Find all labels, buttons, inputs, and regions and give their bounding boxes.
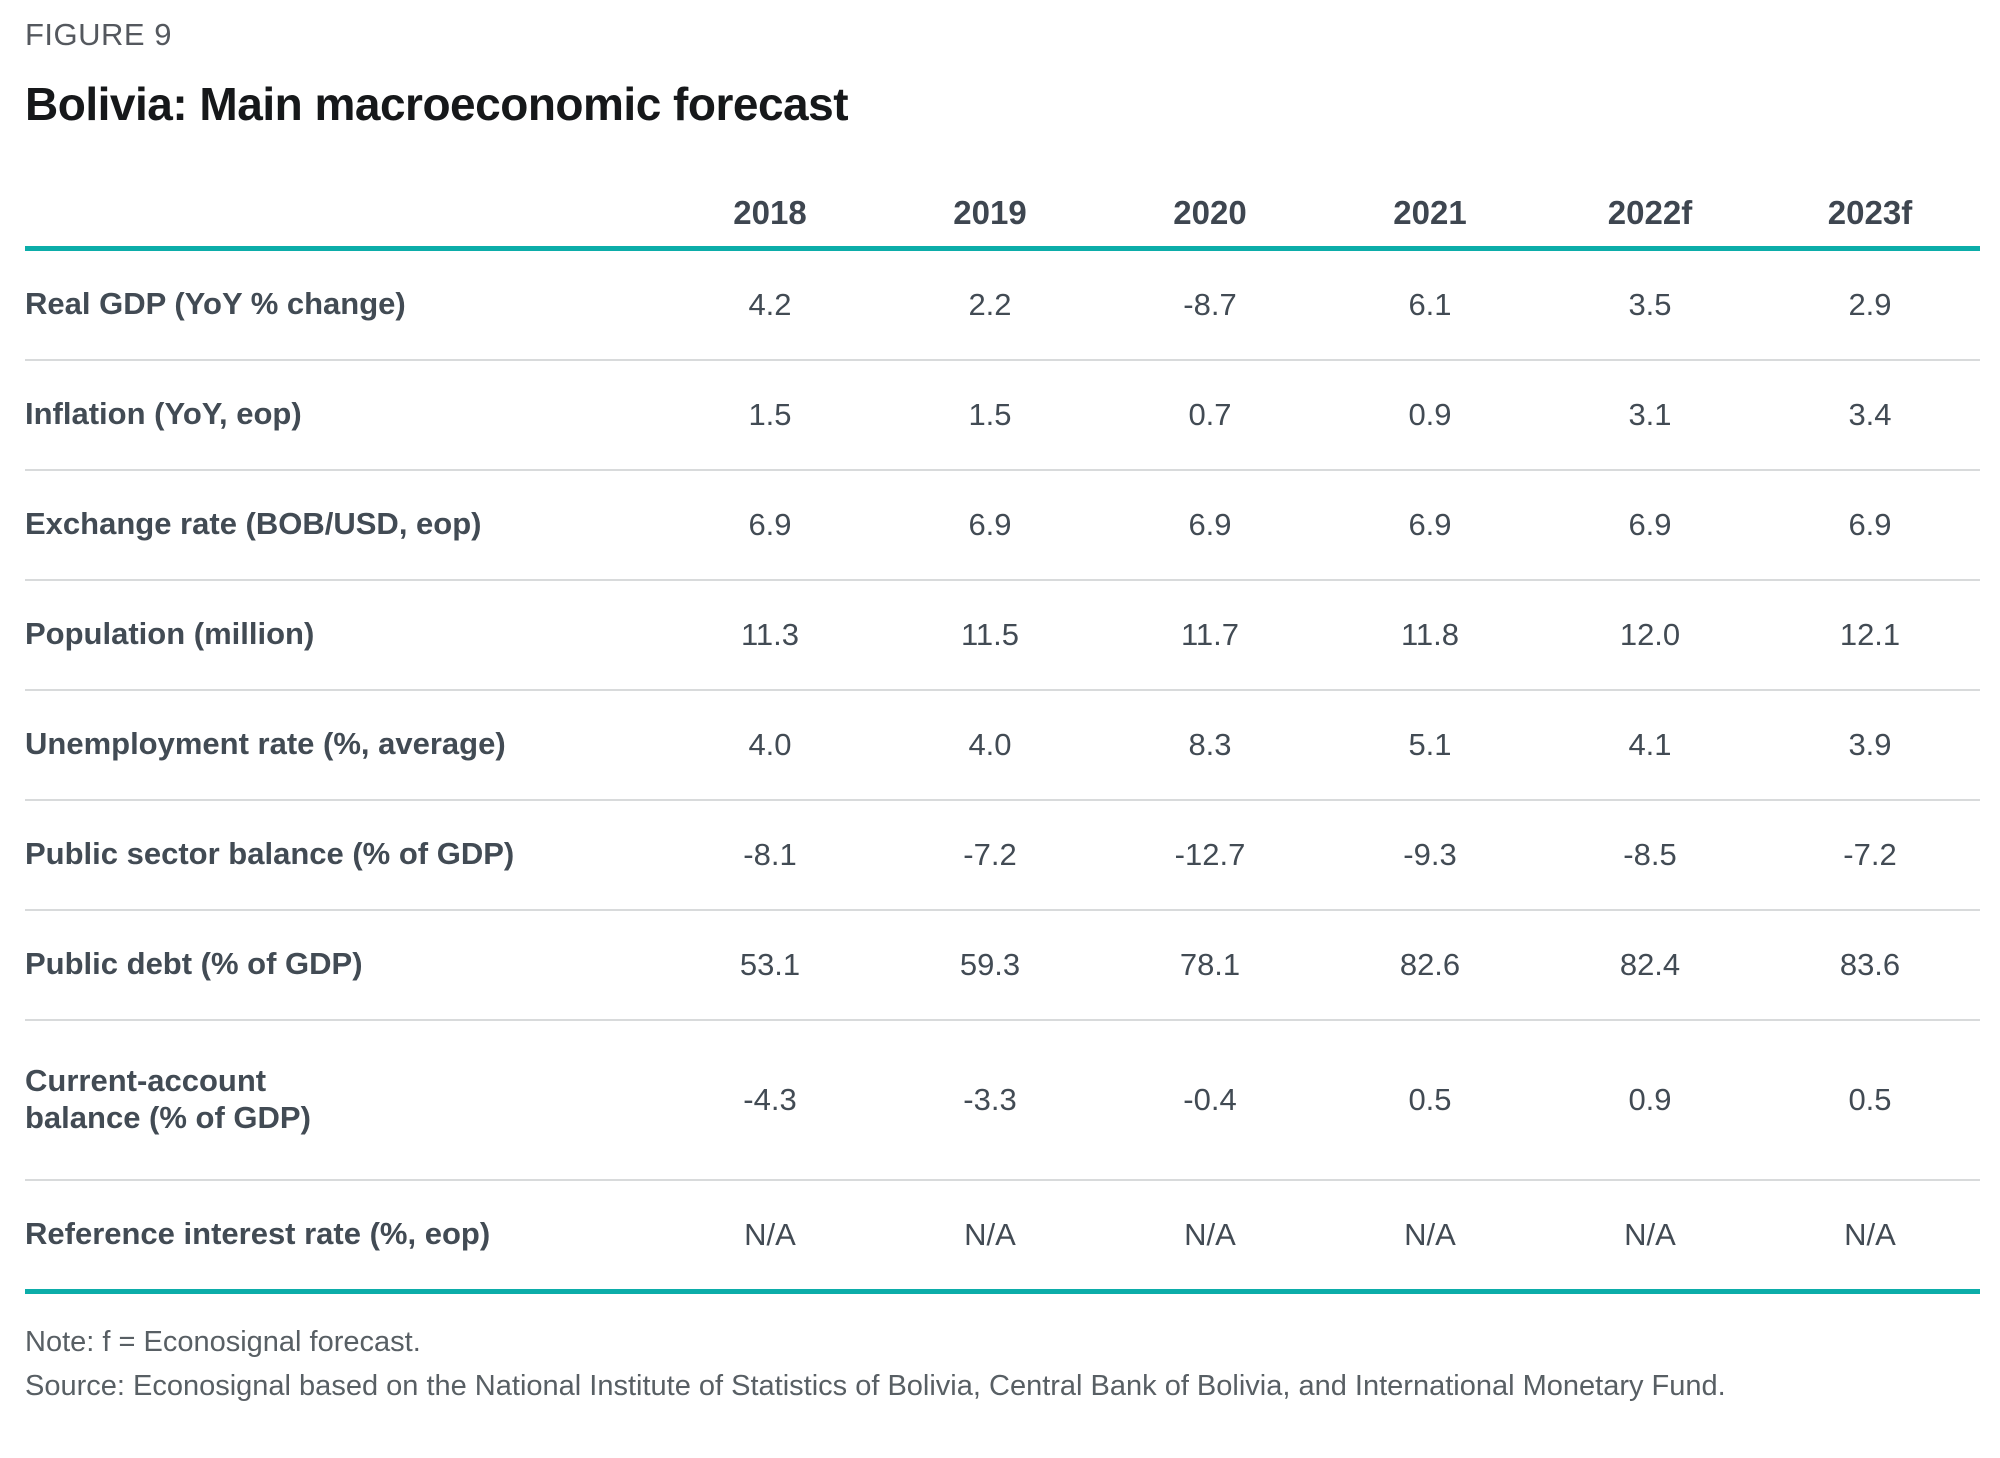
cell-value: 0.9 xyxy=(1408,396,1452,432)
cell-value: 78.1 xyxy=(1179,946,1241,982)
note-text: Note: f = Econosignal forecast. xyxy=(25,1325,421,1358)
cell-value: 6.9 xyxy=(1628,506,1672,542)
page-title: Bolivia: Main macroeconomic forecast xyxy=(25,78,849,131)
cell-value: 6.9 xyxy=(968,506,1012,542)
table-row: Reference interest rate (%, eop) N/A N/A N/… xyxy=(25,1178,1980,1289)
row-label: Real GDP (YoY % change) xyxy=(25,286,406,322)
cell-value: -7.2 xyxy=(1843,836,1897,872)
cell-value: -0.4 xyxy=(1183,1081,1237,1117)
figure-label: FIGURE 9 xyxy=(25,17,172,52)
table-header-row: 2018 2019 2020 2021 2022f 2023f xyxy=(25,134,1980,251)
table-footer: Note: f = Econosignal forecast. Source: … xyxy=(25,1322,1905,1407)
cell-value: -8.1 xyxy=(743,836,797,872)
cell-value: 0.5 xyxy=(1848,1081,1892,1117)
cell-value: -4.3 xyxy=(743,1081,797,1117)
row-label: Reference interest rate (%, eop) xyxy=(25,1216,491,1252)
row-label: Population (million) xyxy=(25,616,315,652)
table-row: Real GDP (YoY % change) 4.2 2.2 -8.7 6.1 3.5 2… xyxy=(25,251,1980,359)
cell-value: 2.2 xyxy=(968,286,1012,322)
cell-value: 53.1 xyxy=(739,946,801,982)
source-text: Source: Econosignal based on the Nationa… xyxy=(25,1370,1726,1403)
table-row: Exchange rate (BOB/USD, eop) 6.9 6.9 6.9 6.9… xyxy=(25,468,1980,579)
row-label: Exchange rate (BOB/USD, eop) xyxy=(25,506,482,542)
table-row: Current-account balance (% of GDP) -4.3 -3… xyxy=(25,1018,1980,1179)
cell-value: -8.7 xyxy=(1183,286,1237,322)
table-row: Inflation (YoY, eop) 1.5 1.5 0.7 0.9 3.1 3.4 xyxy=(25,358,1980,469)
cell-value: 1.5 xyxy=(968,396,1012,432)
table-row: Population (million) 11.3 11.5 11.7 11.8 12.0… xyxy=(25,578,1980,689)
cell-value: 3.1 xyxy=(1628,396,1672,432)
table-row: Public debt (% of GDP) 53.1 59.3 78.1 82.6 82… xyxy=(25,908,1980,1019)
cell-value: 82.6 xyxy=(1399,946,1461,982)
cell-value: 3.4 xyxy=(1848,396,1892,432)
row-label: Public debt (% of GDP) xyxy=(25,946,363,982)
cell-value: 4.0 xyxy=(748,726,792,762)
cell-value: 4.1 xyxy=(1628,726,1672,762)
cell-value: 0.5 xyxy=(1408,1081,1452,1117)
cell-value: 83.6 xyxy=(1839,946,1901,982)
cell-value: 11.7 xyxy=(1180,616,1240,652)
cell-value: -12.7 xyxy=(1174,836,1246,872)
row-label: Current-account balance (% of GDP) xyxy=(25,1063,311,1135)
cell-value: 3.5 xyxy=(1628,286,1672,322)
row-label: Public sector balance (% of GDP) xyxy=(25,836,515,872)
cell-value: 6.1 xyxy=(1408,286,1452,322)
cell-value: N/A xyxy=(964,1216,1016,1252)
cell-value: 6.9 xyxy=(1188,506,1232,542)
cell-value: N/A xyxy=(1844,1216,1896,1252)
cell-value: 12.0 xyxy=(1619,616,1681,652)
column-header: 2023f xyxy=(1827,193,1913,231)
table-row: Public sector balance (% of GDP) -8.1 -7.2… xyxy=(25,798,1980,909)
cell-value: 82.4 xyxy=(1619,946,1681,982)
cell-value: -7.2 xyxy=(963,836,1017,872)
cell-value: 5.1 xyxy=(1408,726,1452,762)
cell-value: 4.2 xyxy=(748,286,792,322)
row-label: Inflation (YoY, eop) xyxy=(25,396,302,432)
cell-value: N/A xyxy=(1404,1216,1456,1252)
row-label: Unemployment rate (%, average) xyxy=(25,726,506,762)
cell-value: 59.3 xyxy=(959,946,1021,982)
cell-value: -3.3 xyxy=(963,1081,1017,1117)
cell-value: 0.9 xyxy=(1628,1081,1672,1117)
cell-value: 6.9 xyxy=(748,506,792,542)
table-row: Unemployment rate (%, average) 4.0 4.0 8.3 5… xyxy=(25,688,1980,799)
cell-value: 0.7 xyxy=(1188,396,1232,432)
cell-value: 12.1 xyxy=(1839,616,1901,652)
cell-value: 3.9 xyxy=(1848,726,1892,762)
column-header: 2021 xyxy=(1393,193,1467,231)
cell-value: 11.3 xyxy=(740,616,800,652)
column-header: 2019 xyxy=(953,193,1027,231)
cell-value: N/A xyxy=(1624,1216,1676,1252)
table-body: Real GDP (YoY % change) 4.2 2.2 -8.7 6.1 3.5 2… xyxy=(25,251,1980,1289)
forecast-table: 2018 2019 2020 2021 2022f 2023f Real GDP (YoY… xyxy=(25,134,1980,1294)
cell-value: N/A xyxy=(744,1216,796,1252)
cell-value: N/A xyxy=(1184,1216,1236,1252)
cell-value: 11.8 xyxy=(1400,616,1460,652)
column-header: 2018 xyxy=(733,193,807,231)
cell-value: -9.3 xyxy=(1403,836,1457,872)
cell-value: 6.9 xyxy=(1408,506,1452,542)
cell-value: 4.0 xyxy=(968,726,1012,762)
cell-value: -8.5 xyxy=(1623,836,1677,872)
cell-value: 1.5 xyxy=(748,396,792,432)
cell-value: 8.3 xyxy=(1188,726,1232,762)
column-header: 2020 xyxy=(1173,193,1247,231)
cell-value: 2.9 xyxy=(1848,286,1892,322)
cell-value: 11.5 xyxy=(960,616,1020,652)
cell-value: 6.9 xyxy=(1848,506,1892,542)
column-header: 2022f xyxy=(1607,193,1693,231)
